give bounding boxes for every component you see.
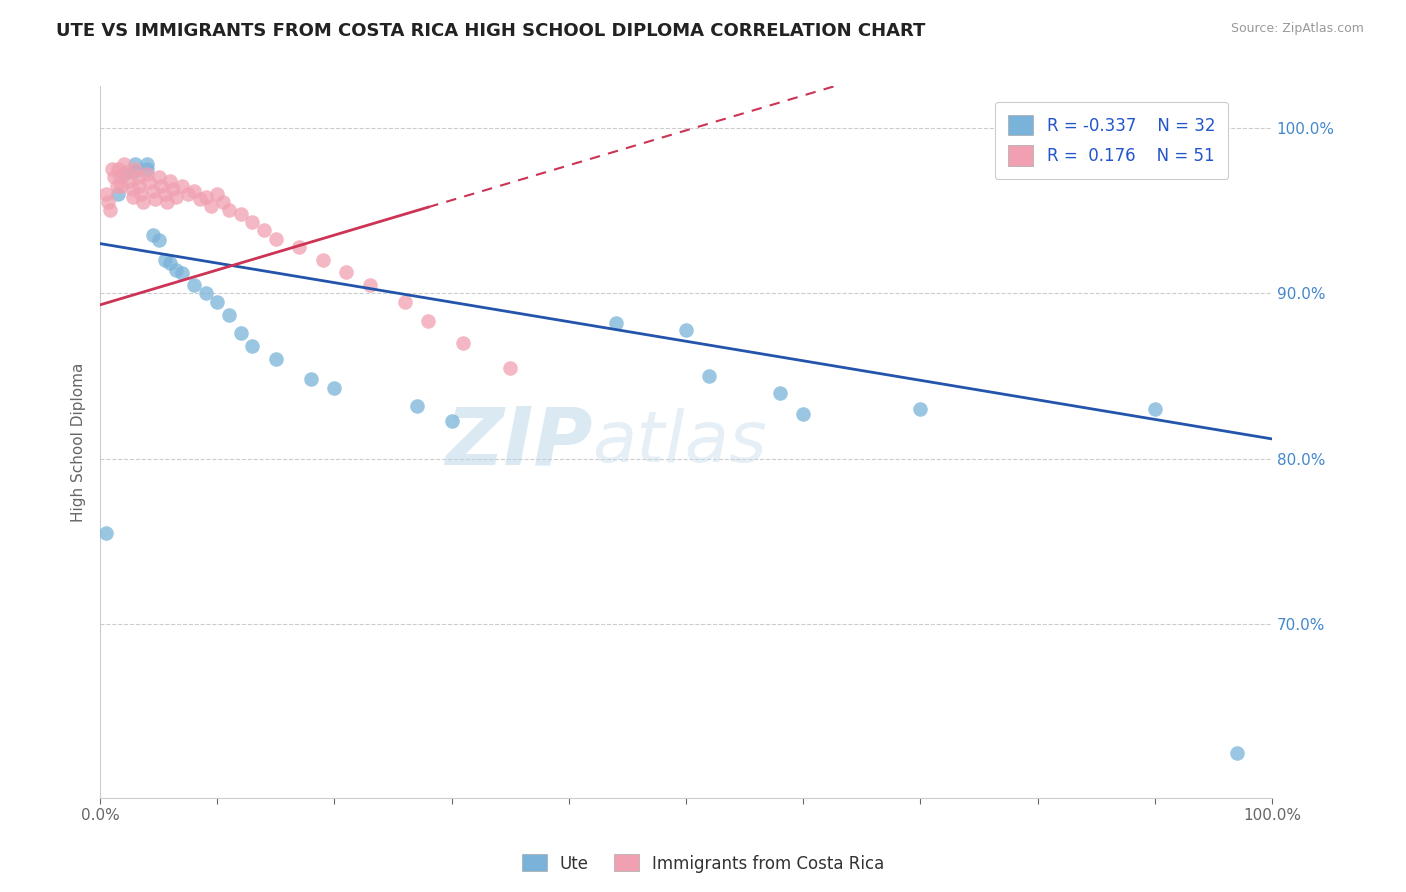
Point xyxy=(359,277,381,292)
Point xyxy=(148,170,170,185)
Point xyxy=(124,163,146,178)
Point xyxy=(605,316,627,330)
Point xyxy=(177,186,200,201)
Point xyxy=(242,215,264,229)
Point xyxy=(101,162,124,177)
Point xyxy=(1143,402,1166,417)
Point xyxy=(229,207,252,221)
Point xyxy=(218,203,240,218)
Point xyxy=(110,178,132,193)
Point xyxy=(136,167,159,181)
Point xyxy=(108,170,131,185)
Point xyxy=(194,286,217,301)
Point xyxy=(188,192,211,206)
Point xyxy=(200,198,222,212)
Point xyxy=(264,232,287,246)
Point xyxy=(499,360,522,375)
Point xyxy=(150,178,173,193)
Point xyxy=(218,308,240,322)
Point xyxy=(910,402,932,417)
Text: ZIP: ZIP xyxy=(444,403,592,481)
Point xyxy=(103,170,125,185)
Point xyxy=(335,265,357,279)
Point xyxy=(118,174,141,188)
Point xyxy=(98,203,121,218)
Point xyxy=(453,335,475,350)
Point xyxy=(207,186,229,201)
Point xyxy=(699,369,721,384)
Point xyxy=(323,381,346,395)
Point xyxy=(153,186,176,201)
Point xyxy=(172,178,194,193)
Point xyxy=(212,195,235,210)
Point xyxy=(127,170,149,185)
Legend: R = -0.337    N = 32, R =  0.176    N = 51: R = -0.337 N = 32, R = 0.176 N = 51 xyxy=(995,102,1229,179)
Point xyxy=(440,414,463,428)
Point xyxy=(97,195,120,210)
Point xyxy=(405,399,427,413)
Point xyxy=(162,182,184,196)
Point xyxy=(112,167,135,181)
Point xyxy=(207,294,229,309)
Point xyxy=(264,352,287,367)
Point xyxy=(418,314,440,328)
Point xyxy=(165,263,187,277)
Text: Source: ZipAtlas.com: Source: ZipAtlas.com xyxy=(1230,22,1364,36)
Point xyxy=(129,186,152,201)
Legend: Ute, Immigrants from Costa Rica: Ute, Immigrants from Costa Rica xyxy=(515,847,891,880)
Point xyxy=(148,233,170,247)
Point xyxy=(122,190,145,204)
Point xyxy=(172,266,194,280)
Point xyxy=(159,256,181,270)
Point xyxy=(107,186,129,201)
Point xyxy=(153,253,176,268)
Point xyxy=(675,323,697,337)
Point xyxy=(312,253,335,268)
Point xyxy=(792,407,814,421)
Point xyxy=(194,190,217,204)
Point xyxy=(183,277,205,292)
Point xyxy=(107,162,129,177)
Point xyxy=(165,190,187,204)
Point xyxy=(142,184,165,198)
Point xyxy=(142,228,165,243)
Point xyxy=(94,526,117,541)
Point xyxy=(242,339,264,353)
Point xyxy=(1226,747,1249,761)
Point xyxy=(183,184,205,198)
Point xyxy=(121,182,143,196)
Point xyxy=(394,294,416,309)
Point xyxy=(128,178,150,193)
Point xyxy=(94,186,117,201)
Point xyxy=(115,165,138,179)
Point xyxy=(229,326,252,340)
Point xyxy=(136,162,159,177)
Point xyxy=(124,157,146,171)
Point xyxy=(105,178,128,193)
Text: UTE VS IMMIGRANTS FROM COSTA RICA HIGH SCHOOL DIPLOMA CORRELATION CHART: UTE VS IMMIGRANTS FROM COSTA RICA HIGH S… xyxy=(56,22,925,40)
Point xyxy=(136,157,159,171)
Point xyxy=(143,192,166,206)
Text: atlas: atlas xyxy=(592,408,766,476)
Point xyxy=(159,174,181,188)
Point xyxy=(138,175,160,189)
Point xyxy=(156,195,179,210)
Point xyxy=(769,385,792,400)
Point xyxy=(112,157,135,171)
Point xyxy=(299,372,322,386)
Y-axis label: High School Diploma: High School Diploma xyxy=(72,362,86,522)
Point xyxy=(288,240,311,254)
Point xyxy=(132,195,155,210)
Point xyxy=(253,223,276,237)
Point xyxy=(124,162,146,177)
